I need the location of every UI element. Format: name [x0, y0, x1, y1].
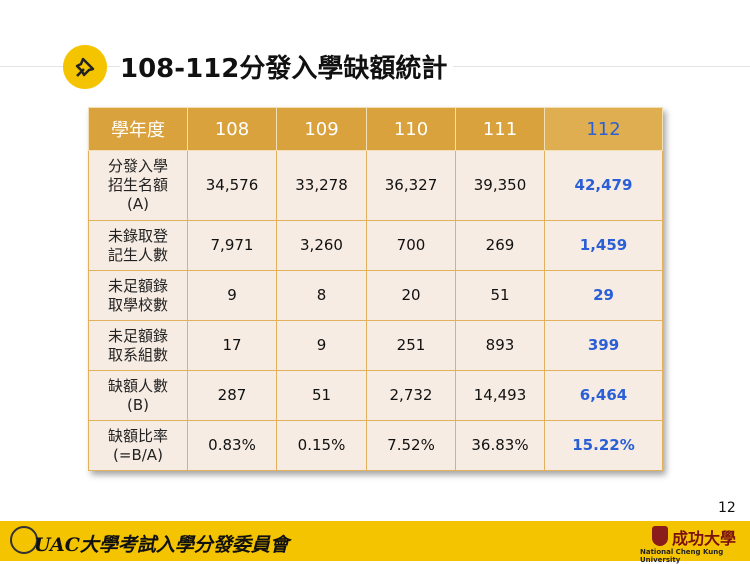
- cell: 893: [455, 320, 545, 371]
- footer-logo: [10, 526, 38, 554]
- stats-table: 學年度 108 109 110 111 112 分發入學 招生名額 (A) 34,576 33…: [88, 107, 663, 471]
- cell: 1,459: [544, 220, 663, 271]
- row-label: 未足額錄 取學校數: [88, 270, 188, 321]
- cell: 36.83%: [455, 420, 545, 471]
- cell: 0.15%: [276, 420, 367, 471]
- table-row: 缺額人數 (B) 287 51 2,732 14,493 6,464: [88, 370, 663, 421]
- cell: 700: [366, 220, 456, 271]
- cell: 39,350: [455, 150, 545, 221]
- cell: 9: [187, 270, 277, 321]
- slide-title: 108-112分發入學缺額統計: [120, 48, 454, 85]
- table-row: 未足額錄 取系組數 17 9 251 893 399: [88, 320, 663, 371]
- cell: 20: [366, 270, 456, 321]
- row-label: 缺額比率 (=B/A): [88, 420, 188, 471]
- pin-icon: [63, 45, 107, 89]
- cell: 36,327: [366, 150, 456, 221]
- cell: 287: [187, 370, 277, 421]
- cell: 17: [187, 320, 277, 371]
- cell: 3,260: [276, 220, 367, 271]
- table-row: 未足額錄 取學校數 9 8 20 51 29: [88, 270, 663, 321]
- cell: 15.22%: [544, 420, 663, 471]
- header-row: 學年度 108 109 110 111 112: [88, 107, 663, 151]
- header-cell: 108: [187, 107, 277, 151]
- university-name-en: National Cheng Kung University: [640, 548, 724, 564]
- page-number: 12: [718, 500, 736, 516]
- cell: 269: [455, 220, 545, 271]
- cell: 399: [544, 320, 663, 371]
- row-label: 未錄取登 記生人數: [88, 220, 188, 271]
- cell: 2,732: [366, 370, 456, 421]
- university-crest: [652, 526, 668, 546]
- cell: 7,971: [187, 220, 277, 271]
- row-label: 未足額錄 取系組數: [88, 320, 188, 371]
- table-row: 缺額比率 (=B/A) 0.83% 0.15% 7.52% 36.83% 15.22%: [88, 420, 663, 471]
- table-row: 未錄取登 記生人數 7,971 3,260 700 269 1,459: [88, 220, 663, 271]
- cell: 0.83%: [187, 420, 277, 471]
- row-label: 缺額人數 (B): [88, 370, 188, 421]
- cell: 8: [276, 270, 367, 321]
- cell: 33,278: [276, 150, 367, 221]
- cell: 251: [366, 320, 456, 371]
- footer-band: [0, 521, 750, 561]
- cell: 14,493: [455, 370, 545, 421]
- footer-organization: UAC大學考試入學分發委員會: [34, 534, 289, 556]
- header-cell: 110: [366, 107, 456, 151]
- header-cell: 111: [455, 107, 545, 151]
- cell: 6,464: [544, 370, 663, 421]
- cell: 9: [276, 320, 367, 371]
- cell: 29: [544, 270, 663, 321]
- row-label: 分發入學 招生名額 (A): [88, 150, 188, 221]
- table-row: 分發入學 招生名額 (A) 34,576 33,278 36,327 39,350 42,…: [88, 150, 663, 221]
- cell: 34,576: [187, 150, 277, 221]
- cell: 7.52%: [366, 420, 456, 471]
- university-name-cn: 成功大學: [672, 529, 737, 548]
- cell: 42,479: [544, 150, 663, 221]
- header-cell: 109: [276, 107, 367, 151]
- header-cell: 112: [544, 107, 663, 151]
- header-cell: 學年度: [88, 107, 188, 151]
- cell: 51: [455, 270, 545, 321]
- cell: 51: [276, 370, 367, 421]
